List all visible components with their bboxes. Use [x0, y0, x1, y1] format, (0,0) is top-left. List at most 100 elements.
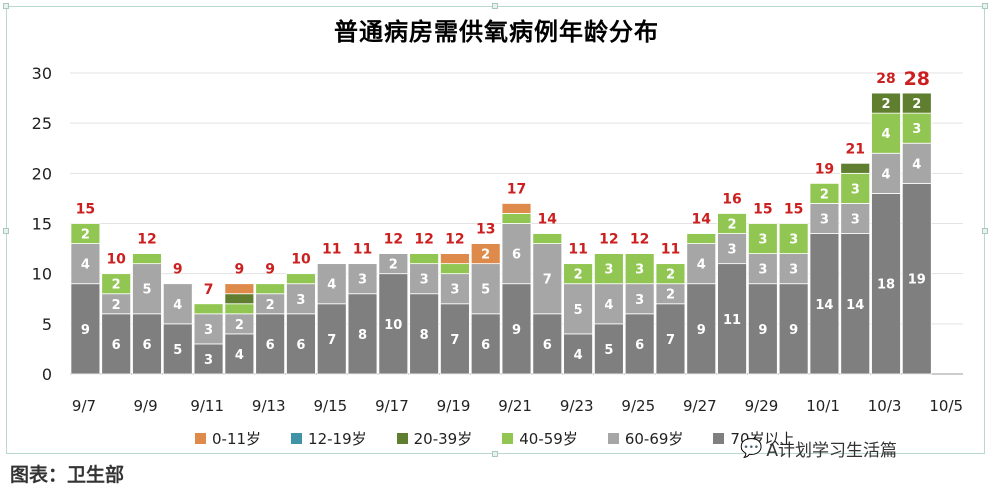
x-tick-label: 9/7	[72, 397, 96, 415]
bar-value-label: 4	[81, 258, 90, 273]
bar-value-label: 5	[604, 343, 613, 358]
bar-value-label: 2	[112, 278, 121, 293]
bar-value-label: 3	[758, 263, 767, 278]
bar-segment	[717, 213, 747, 234]
bar-segment	[378, 273, 409, 375]
bar-value-label: 7	[543, 273, 552, 288]
bar-total-label: 14	[692, 212, 712, 228]
resize-handle-right[interactable]	[982, 228, 988, 234]
legend-label: 20-39岁	[413, 429, 473, 448]
legend-item: 12-19岁	[291, 428, 367, 449]
bar-segment	[347, 263, 378, 295]
y-tick-label: 10	[32, 265, 52, 284]
bar-segment	[440, 303, 470, 375]
bar-value-label: 3	[204, 323, 213, 338]
bar-value-label: 4	[697, 258, 706, 273]
bar-segment	[871, 112, 901, 154]
y-tick-label: 0	[42, 365, 52, 384]
bar-segment	[70, 243, 101, 285]
bar-total-label: 15	[784, 202, 803, 218]
legend-item: 20-39岁	[396, 428, 473, 449]
bar-value-label: 7	[666, 333, 675, 348]
bar-value-label: 3	[450, 283, 459, 298]
watermark: 💬 A计划学习生活篇	[740, 436, 897, 461]
y-tick-label: 30	[32, 64, 52, 83]
bar-segment	[409, 263, 439, 295]
bar-total-label: 11	[661, 242, 680, 258]
x-tick-label: 10/5	[929, 397, 963, 415]
bar-total-label: 12	[445, 232, 464, 248]
bar-segment	[563, 333, 593, 375]
bar-value-label: 3	[635, 263, 644, 278]
resize-handle-bottom[interactable]	[492, 451, 498, 457]
bar-value-label: 3	[912, 122, 921, 137]
legend-swatch	[396, 432, 408, 444]
bar-segment	[809, 182, 840, 204]
bar-value-label: 5	[574, 303, 583, 318]
bar-segment	[132, 253, 162, 265]
bar-total-label: 12	[599, 232, 618, 248]
bar-value-label: 6	[481, 338, 490, 353]
legend-label: 12-19岁	[308, 429, 367, 448]
bar-total-label: 21	[845, 141, 864, 157]
bar-segment	[532, 233, 563, 244]
bar-value-label: 4	[604, 298, 613, 313]
chart-title: 普通病房需供氧病例年龄分布	[334, 18, 659, 46]
bar-value-label: 5	[142, 283, 151, 298]
bar-value-label: 2	[235, 318, 244, 333]
bar-segment	[901, 92, 932, 114]
x-tick-label: 9/11	[190, 397, 224, 415]
x-tick-label: 10/1	[806, 397, 840, 415]
legend-item: 0-11岁	[195, 428, 261, 449]
x-tick-label: 9/9	[134, 397, 158, 415]
legend-label: 0-11岁	[212, 429, 262, 448]
bar-segment	[101, 273, 132, 295]
bar-segment	[409, 253, 439, 265]
resize-handle-left[interactable]	[3, 228, 9, 234]
bar-segment	[871, 92, 901, 114]
bar-segment	[655, 263, 686, 285]
bar-value-label: 3	[420, 273, 429, 288]
bar-value-label: 7	[327, 333, 336, 348]
x-tick-label: 9/17	[375, 397, 409, 415]
legend-swatch	[713, 432, 725, 444]
bar-value-label: 4	[235, 348, 244, 363]
bar-segment	[747, 223, 778, 255]
bar-segment	[655, 303, 686, 375]
bar-value-label: 4	[327, 278, 336, 293]
bar-value-label: 6	[142, 338, 151, 353]
bar-value-label: 3	[789, 263, 798, 278]
bar-value-label: 6	[512, 248, 521, 263]
resize-handle-top[interactable]	[492, 3, 498, 9]
bar-value-label: 3	[635, 293, 644, 308]
bar-segment	[70, 283, 101, 375]
bar-segment	[501, 213, 532, 224]
bar-segment	[440, 263, 470, 275]
bar-total-label: 17	[507, 181, 526, 197]
bar-total-label: 9	[173, 262, 183, 278]
bar-segment	[840, 233, 871, 375]
bar-segment	[286, 313, 316, 375]
bar-total-label: 15	[753, 202, 772, 218]
bar-segment	[162, 283, 193, 325]
bar-total-label: 11	[568, 242, 587, 258]
bar-segment	[193, 313, 224, 345]
bar-segment	[901, 112, 932, 144]
x-tick-label: 9/29	[745, 397, 779, 415]
bar-segment	[224, 283, 255, 295]
bar-value-label: 3	[728, 243, 737, 258]
bar-segment	[501, 283, 532, 375]
resize-handle-top-left[interactable]	[3, 3, 9, 9]
bar-segment	[871, 192, 901, 375]
bar-segment	[347, 293, 378, 375]
resize-handle-top-right[interactable]	[982, 3, 988, 9]
bar-value-label: 2	[881, 97, 890, 112]
bar-segment	[286, 273, 316, 285]
bar-value-label: 2	[820, 187, 829, 202]
bar-value-label: 3	[851, 182, 860, 197]
legend-item: 40-59岁	[502, 428, 578, 449]
bar-value-label: 9	[789, 323, 798, 338]
bar-total-label: 7	[204, 282, 214, 298]
bar-value-label: 18	[877, 278, 895, 293]
bar-value-label: 4	[574, 348, 583, 363]
